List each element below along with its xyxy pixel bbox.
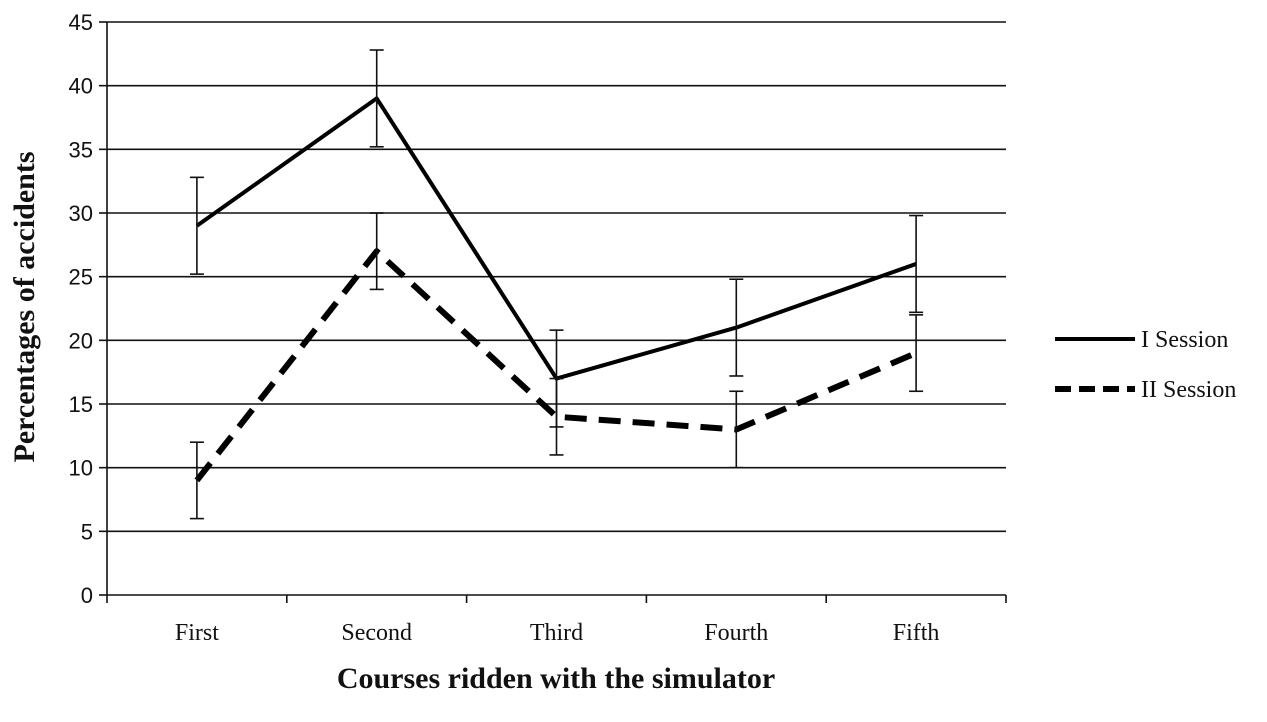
y-tick-label-20: 20 xyxy=(69,328,93,353)
x-axis-title: Courses ridden with the simulator xyxy=(337,662,775,695)
y-tick-label-5: 5 xyxy=(81,519,93,544)
y-tick-label-10: 10 xyxy=(69,456,93,481)
x-tick-label-first: First xyxy=(175,620,219,646)
y-tick-label-40: 40 xyxy=(69,74,93,99)
gridlines xyxy=(107,21,1006,533)
y-tick-label-45: 45 xyxy=(69,10,93,35)
x-tick-label-third: Third xyxy=(530,620,583,646)
axes xyxy=(99,21,1007,603)
legend-label-1: I Session xyxy=(1141,327,1228,353)
x-tick-label-fifth: Fifth xyxy=(893,620,940,646)
legend: I Session II Session xyxy=(1055,327,1236,403)
x-tick-labels: First Second Third Fourth Fifth xyxy=(175,620,940,646)
x-tick-label-second: Second xyxy=(341,620,412,646)
series-group xyxy=(189,49,924,520)
legend-label-2: II Session xyxy=(1141,377,1236,403)
y-tick-label-15: 15 xyxy=(69,392,93,417)
y-axis-title: Percentages of accidents xyxy=(8,151,41,462)
y-tick-labels: 0 5 10 15 20 25 30 35 40 45 xyxy=(69,10,93,608)
y-tick-label-35: 35 xyxy=(69,137,93,162)
y-tick-label-30: 30 xyxy=(69,201,93,226)
y-tick-label-0: 0 xyxy=(81,583,93,608)
y-tick-label-25: 25 xyxy=(69,265,93,290)
x-tick-label-fourth: Fourth xyxy=(704,620,768,646)
